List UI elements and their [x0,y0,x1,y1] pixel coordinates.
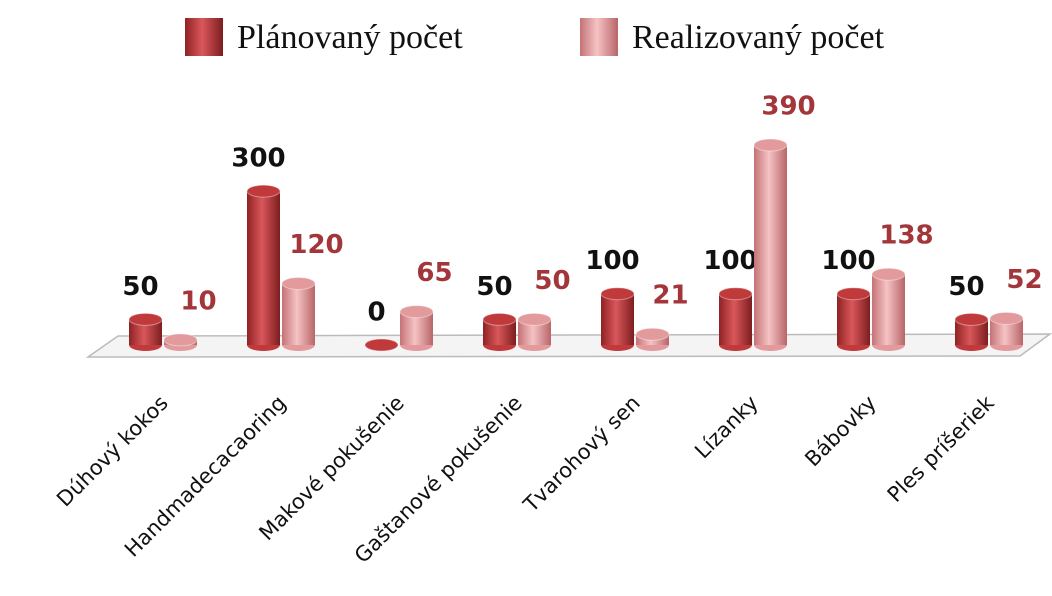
floor [85,333,1052,358]
value-label: 21 [652,281,688,311]
value-label: 100 [821,246,875,276]
value-label: 50 [948,272,984,302]
bar-top [954,312,989,326]
value-label: 390 [761,92,815,122]
bar-top [399,305,434,319]
bar-top [635,327,670,341]
value-label: 50 [534,266,570,296]
value-label: 100 [703,246,757,276]
value-label: 120 [289,230,343,260]
bar-top [246,184,281,198]
legend-swatch [185,18,223,56]
bar-top [163,333,198,347]
legend-swatch [580,18,618,56]
bar-top [482,312,517,326]
x-tick-label: Tvarohový sen [518,391,645,518]
bar [247,191,280,345]
value-label: 138 [879,221,933,251]
x-tick-label: Ples príšeriek [883,390,1000,507]
value-label: 65 [416,258,452,288]
bar [872,274,905,345]
bar-top [836,287,871,301]
bar-top [281,276,316,290]
value-label: 300 [231,144,285,174]
value-label: 10 [180,286,216,316]
bar-top [989,311,1024,325]
legend-label: Realizovaný počet [632,19,885,56]
bar-top [753,138,788,152]
x-tick-label: Bábovky [800,391,880,471]
bar [837,293,870,345]
value-label: 50 [122,272,158,302]
bar-top [517,312,552,326]
bar [601,293,634,345]
bar-top [871,267,906,281]
value-label: 52 [1006,265,1042,295]
bar [719,293,752,345]
bar [282,283,315,345]
bar [754,145,787,345]
bar-top [718,287,753,301]
value-label: 50 [476,272,512,302]
value-label: 100 [585,246,639,276]
bar-top [600,287,635,301]
bar-top [128,312,163,326]
x-tick-label: Lízanky [690,391,763,464]
x-tick-label: Dúhový kokos [52,391,173,512]
value-label: 0 [367,298,385,328]
bar-top [364,338,399,352]
legend-label: Plánovaný počet [237,19,463,56]
